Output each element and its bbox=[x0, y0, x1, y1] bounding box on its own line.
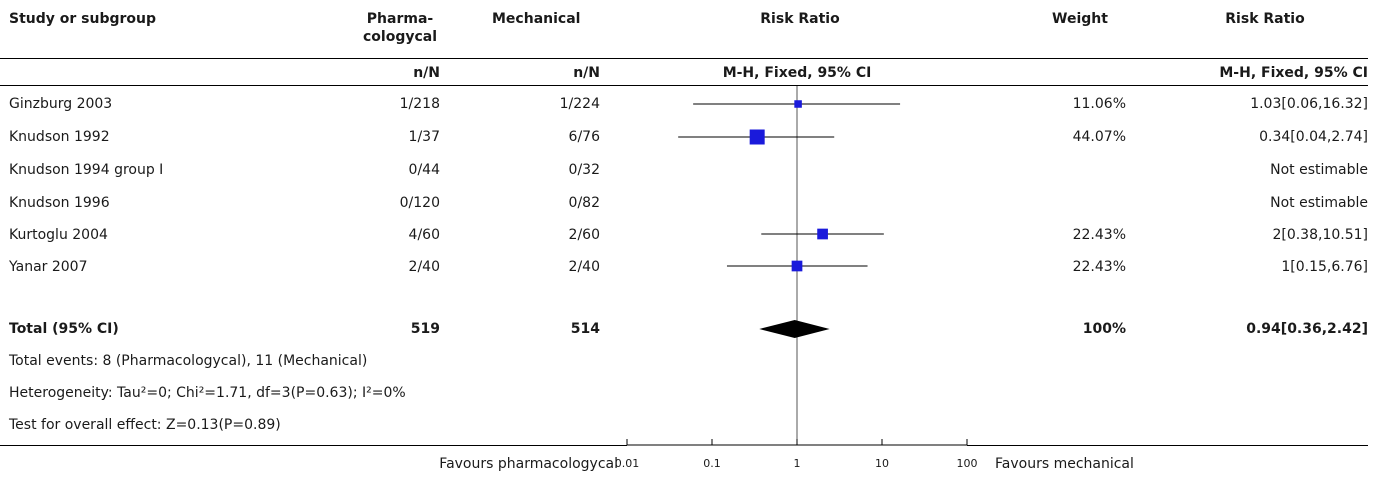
study-marker bbox=[817, 229, 828, 240]
study-marker bbox=[750, 130, 765, 145]
study-marker bbox=[794, 100, 802, 108]
x-tick-label: 1 bbox=[794, 457, 801, 470]
x-tick-label: 10 bbox=[875, 457, 889, 470]
x-tick-label: 100 bbox=[957, 457, 978, 470]
pooled-diamond bbox=[759, 320, 829, 338]
study-marker bbox=[792, 261, 803, 272]
x-tick-label: 0.1 bbox=[703, 457, 721, 470]
x-tick-label: 0.01 bbox=[615, 457, 640, 470]
